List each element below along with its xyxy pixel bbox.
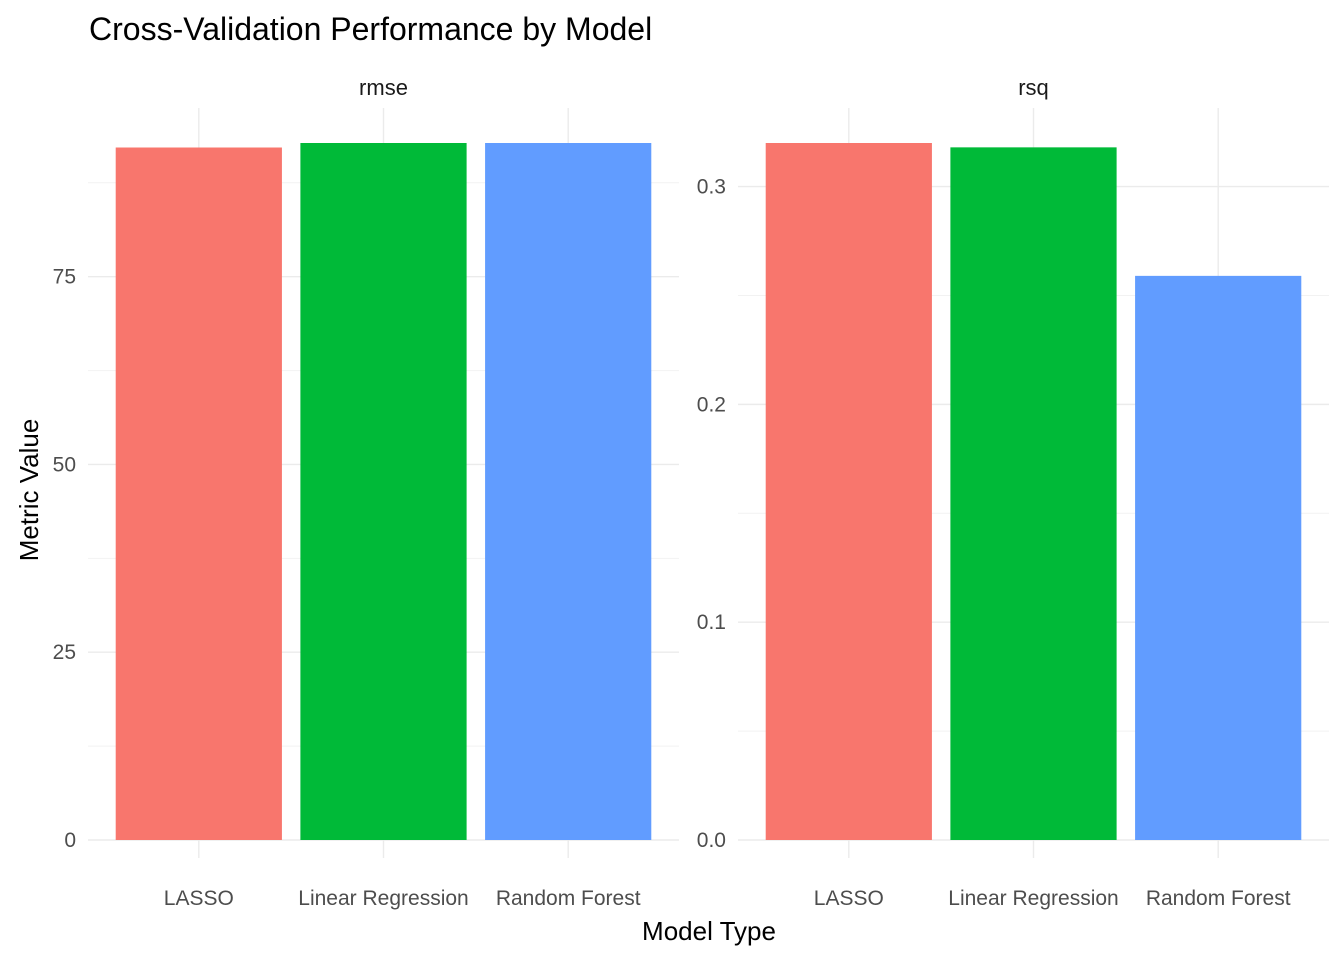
bar-rmse-linear-regression bbox=[300, 143, 467, 840]
bar-rsq-linear-regression bbox=[950, 147, 1117, 840]
bar-rmse-random-forest bbox=[485, 143, 652, 840]
x-tick-label: Random Forest bbox=[496, 887, 641, 910]
x-tick-label: Linear Regression bbox=[948, 887, 1118, 910]
facet-panels: 0 25 50 75 LASSO Linear Regression Random Fore… bbox=[53, 75, 1329, 910]
facet-panel-rmse: 0 25 50 75 LASSO Linear Regression Random Fore… bbox=[53, 75, 679, 910]
y-tick-label: 0.1 bbox=[697, 611, 726, 634]
x-tick-label: Linear Regression bbox=[298, 887, 468, 910]
y-tick-label: 0 bbox=[64, 829, 76, 852]
y-tick-label: 25 bbox=[53, 641, 76, 664]
facet-strip-label: rsq bbox=[1018, 75, 1049, 100]
x-tick-label: LASSO bbox=[814, 887, 884, 910]
y-tick-label: 0.2 bbox=[697, 393, 726, 416]
bar-rsq-random-forest bbox=[1135, 275, 1302, 841]
x-tick-label: Random Forest bbox=[1146, 887, 1291, 910]
bar-rmse-lasso bbox=[115, 147, 282, 840]
y-axis-title: Metric Value bbox=[14, 419, 44, 562]
y-tick-label: 0.3 bbox=[697, 176, 726, 199]
facet-panel-rsq: 0.0 0.1 0.2 0.3 LASSO Linear Regression Random… bbox=[697, 75, 1329, 910]
bar-rsq-lasso bbox=[765, 143, 932, 840]
y-tick-label: 50 bbox=[53, 453, 76, 476]
y-tick-label: 75 bbox=[53, 266, 76, 289]
y-tick-label: 0.0 bbox=[697, 829, 726, 852]
chart-title: Cross-Validation Performance by Model bbox=[89, 11, 652, 47]
facet-strip-label: rmse bbox=[359, 75, 408, 100]
x-tick-label: LASSO bbox=[164, 887, 234, 910]
x-axis-title: Model Type bbox=[642, 916, 776, 946]
